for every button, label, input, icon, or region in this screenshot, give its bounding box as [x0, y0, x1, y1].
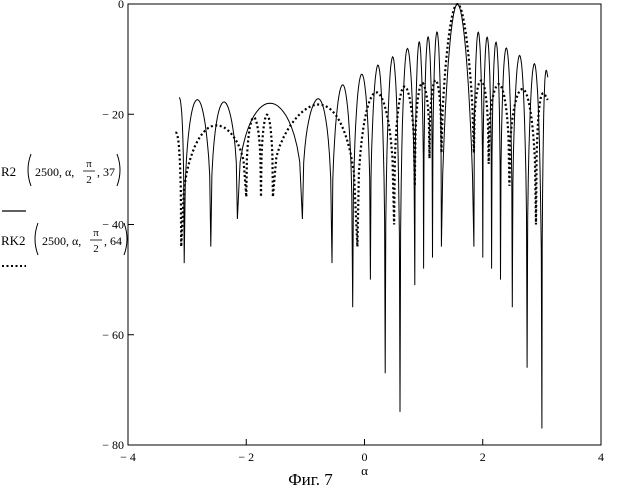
x-tick-label: − 2 [238, 450, 254, 464]
x-tick-label: 4 [598, 450, 604, 464]
legend: R2 2500, α, π 2 , 37 RK2 2500, α, π 2 , 64 [1, 154, 127, 266]
legend-entry-r2: R2 2500, α, π 2 , 37 [1, 154, 120, 186]
plot-frame [128, 4, 601, 445]
y-tick-label: − 40 [102, 218, 124, 232]
legend-paren-right [117, 154, 120, 186]
legend-args-a: 2500, α, [35, 165, 74, 179]
ticks [128, 4, 601, 445]
legend-frac-den: 2 [93, 243, 99, 255]
legend-func: RK2 [1, 233, 26, 248]
legend-frac-num: π [86, 158, 92, 170]
series-line-r2 [179, 4, 548, 429]
legend-args-a: 2500, α, [42, 234, 81, 248]
y-tick-label: − 80 [102, 438, 124, 452]
legend-paren-right [124, 223, 127, 255]
y-tick-label: 0 [118, 0, 124, 11]
figure-caption: Фиг. 7 [0, 470, 621, 490]
legend-frac-den: 2 [86, 174, 92, 186]
y-tick-label: − 20 [102, 107, 124, 121]
x-tick-label: 2 [480, 450, 486, 464]
x-tick-label: − 4 [120, 450, 136, 464]
legend-frac-num: π [93, 227, 99, 239]
legend-func: R2 [1, 164, 16, 179]
x-tick-label: 0 [362, 450, 368, 464]
series-layer [175, 4, 547, 429]
legend-args-b: , 37 [97, 165, 115, 179]
y-tick-label: − 60 [102, 328, 124, 342]
legend-args-b: , 64 [104, 234, 122, 248]
legend-paren-left [28, 154, 31, 186]
legend-paren-left [35, 223, 38, 255]
